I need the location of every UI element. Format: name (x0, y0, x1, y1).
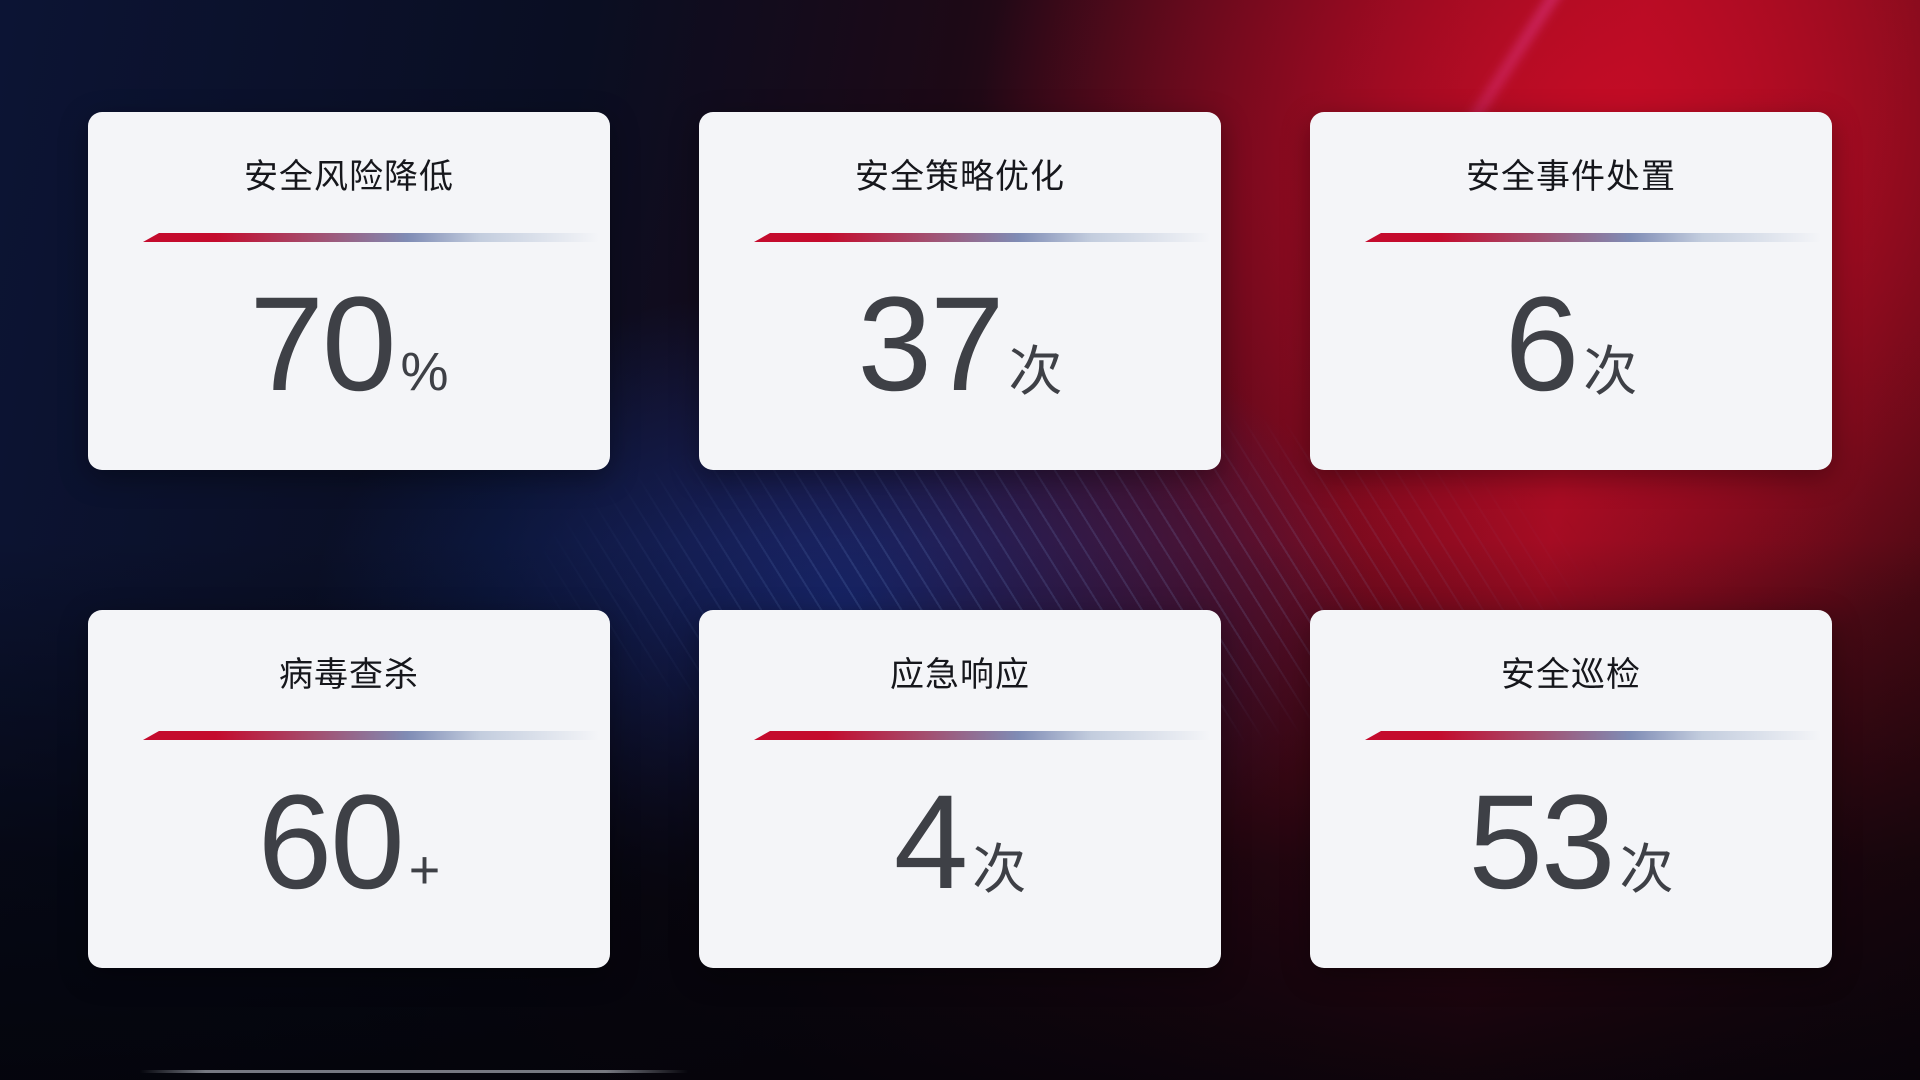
value-suffix: % (400, 342, 449, 402)
accent-divider (1365, 233, 1821, 242)
card-value: 4 次 (699, 766, 1221, 920)
stat-card-virus-scan: 病毒查杀 60 + (88, 610, 610, 968)
value-number: 6 (1504, 270, 1580, 419)
value-number: 37 (857, 270, 1004, 419)
accent-divider (754, 731, 1210, 740)
card-title: 病毒查杀 (279, 656, 419, 694)
card-value: 6 次 (1310, 268, 1832, 422)
accent-divider (1365, 731, 1821, 740)
card-title: 安全风险降低 (244, 158, 454, 196)
value-suffix: 次 (972, 840, 1027, 900)
value-number: 4 (893, 768, 969, 917)
card-title: 安全事件处置 (1466, 158, 1676, 196)
value-number: 53 (1468, 768, 1615, 917)
stat-card-risk-reduction: 安全风险降低 70 % (88, 112, 610, 470)
stat-card-policy-optimization: 安全策略优化 37 次 (699, 112, 1221, 470)
stat-card-emergency-response: 应急响应 4 次 (699, 610, 1221, 968)
value-suffix: + (408, 840, 441, 900)
card-title: 应急响应 (890, 656, 1030, 694)
stat-card-security-inspection: 安全巡检 53 次 (1310, 610, 1832, 968)
accent-divider (143, 731, 599, 740)
stat-card-grid: 安全风险降低 70 % 安全策略优化 37 次 安全事件处置 6 次 病毒查 (88, 112, 1832, 968)
card-value: 37 次 (699, 268, 1221, 422)
value-suffix: 次 (1008, 342, 1063, 402)
card-title: 安全策略优化 (855, 158, 1065, 196)
floor-light-line (140, 1070, 688, 1073)
stat-card-incident-handling: 安全事件处置 6 次 (1310, 112, 1832, 470)
card-title: 安全巡检 (1501, 656, 1641, 694)
value-number: 60 (257, 768, 405, 917)
card-value: 70 % (88, 268, 610, 422)
accent-divider (754, 233, 1210, 242)
card-value: 53 次 (1310, 766, 1832, 920)
card-value: 60 + (88, 766, 610, 920)
value-number: 70 (249, 270, 396, 419)
accent-divider (143, 233, 599, 242)
value-suffix: 次 (1619, 840, 1674, 900)
value-suffix: 次 (1583, 342, 1638, 402)
